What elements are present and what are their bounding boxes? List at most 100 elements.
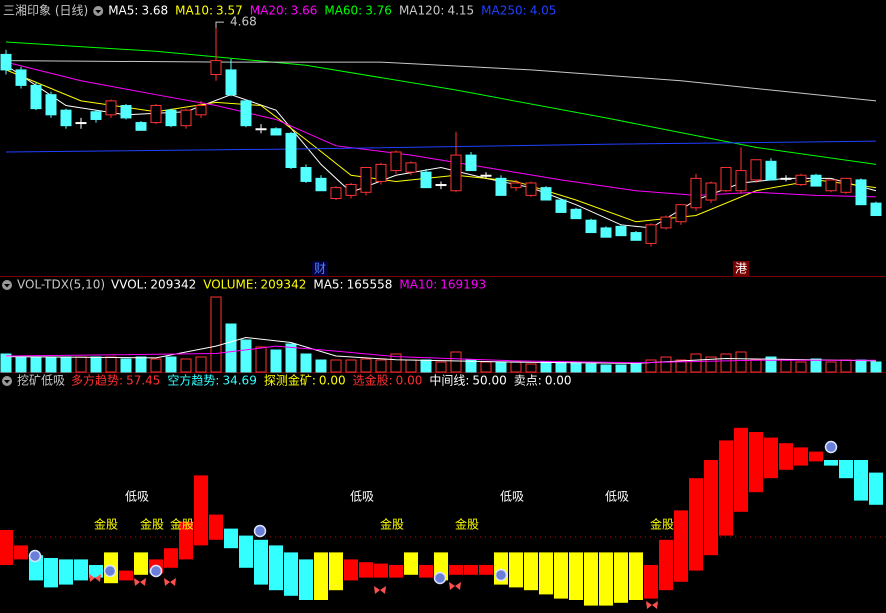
signal-label: 低吸 bbox=[500, 490, 524, 504]
candle-body bbox=[75, 122, 87, 125]
indicator-bar bbox=[89, 565, 103, 578]
volume-bar bbox=[630, 363, 642, 373]
candle-body bbox=[210, 60, 222, 76]
legend-value: 3.57 bbox=[216, 4, 243, 18]
signal-icon bbox=[28, 549, 42, 563]
indicator-bar bbox=[689, 478, 703, 571]
candle-body bbox=[240, 100, 252, 127]
indicator-bar bbox=[134, 552, 148, 575]
volume-ma-line bbox=[5, 345, 876, 364]
signal-butterfly bbox=[164, 578, 176, 586]
event-marker: 港 bbox=[735, 262, 747, 276]
volume-bar bbox=[855, 359, 867, 373]
signal-label: 低吸 bbox=[605, 490, 629, 504]
candle-body bbox=[360, 166, 372, 193]
indicator-bar bbox=[644, 565, 658, 599]
panel-menu-arrow bbox=[4, 380, 10, 384]
legend-value: 0.00 bbox=[545, 374, 572, 388]
volume-bar bbox=[405, 359, 417, 373]
indicator-bar bbox=[329, 552, 343, 591]
panel-title: 三湘印象 (日线) bbox=[3, 3, 88, 18]
legend-value: 0.00 bbox=[396, 374, 423, 388]
indicator-bar bbox=[854, 460, 868, 501]
volume-bar bbox=[105, 356, 117, 373]
signal-label: 金股 bbox=[380, 517, 404, 532]
volume-bar bbox=[255, 346, 267, 373]
indicator-bar bbox=[0, 530, 13, 565]
volume-bar bbox=[585, 363, 597, 373]
signal-butterfly bbox=[646, 601, 658, 609]
volume-bar bbox=[720, 353, 732, 373]
candle-body bbox=[330, 187, 342, 199]
volume-bar bbox=[90, 356, 102, 373]
volume-bar bbox=[180, 358, 192, 373]
indicator-bar bbox=[239, 535, 253, 568]
volume-bar bbox=[225, 323, 237, 373]
candle-body bbox=[630, 232, 642, 241]
volume-bar bbox=[75, 356, 87, 373]
legend-label: 多方趋势: bbox=[71, 373, 123, 388]
volume-bar bbox=[510, 361, 522, 373]
indicator-bar bbox=[359, 562, 373, 578]
indicator-bar bbox=[569, 552, 583, 600]
indicator-bar bbox=[449, 565, 463, 575]
candle-body bbox=[825, 179, 837, 192]
candle-body bbox=[585, 219, 597, 234]
volume-bar bbox=[360, 358, 372, 373]
candle-body bbox=[90, 111, 102, 120]
volume-bar bbox=[795, 361, 807, 373]
volume-bar bbox=[0, 353, 12, 373]
candle-body bbox=[705, 182, 717, 201]
indicator-bar bbox=[869, 472, 883, 505]
signal-label: 低吸 bbox=[125, 490, 149, 504]
panel-menu-arrow bbox=[4, 284, 10, 288]
candle-body bbox=[840, 177, 852, 193]
candle-body bbox=[285, 132, 297, 168]
legend-value: 3.66 bbox=[291, 4, 318, 18]
candle-body bbox=[435, 184, 447, 187]
signal-label: 金股 bbox=[140, 517, 164, 532]
candle-body bbox=[765, 160, 777, 181]
indicator-bar bbox=[269, 545, 283, 591]
volume-bar bbox=[345, 359, 357, 373]
legend-label: VVOL: bbox=[111, 278, 147, 292]
indicator-bar bbox=[59, 559, 73, 585]
indicator-bar bbox=[164, 548, 178, 568]
volume-bar bbox=[810, 358, 822, 373]
legend-label: 中间线: bbox=[429, 373, 469, 388]
ma-line bbox=[5, 61, 877, 198]
candle-body bbox=[525, 182, 537, 196]
signal-label: 金股 bbox=[94, 517, 118, 532]
volume-bar bbox=[735, 351, 747, 373]
legend-value: 209342 bbox=[150, 278, 196, 292]
candle-body bbox=[390, 151, 402, 172]
volume-bar bbox=[675, 359, 687, 373]
legend-label: 空方趋势: bbox=[167, 373, 219, 388]
indicator-bar bbox=[179, 521, 193, 560]
indicator-bar bbox=[299, 559, 313, 600]
legend-value: 3.76 bbox=[365, 4, 392, 18]
candle-body bbox=[675, 204, 687, 223]
ma-line bbox=[5, 60, 877, 102]
signal-label: 金股 bbox=[170, 517, 194, 532]
volume-bar bbox=[315, 359, 327, 373]
signal-butterfly bbox=[89, 574, 101, 582]
candle-body bbox=[795, 174, 807, 186]
indicator-bar bbox=[599, 552, 613, 606]
signal-butterfly bbox=[134, 578, 146, 586]
volume-bar bbox=[570, 361, 582, 373]
volume-bar bbox=[240, 339, 252, 373]
indicator-bar bbox=[74, 559, 88, 581]
signal-icon bbox=[433, 571, 447, 585]
candle-body bbox=[315, 177, 327, 192]
legend-label: 卖点: bbox=[514, 374, 542, 388]
volume-bar bbox=[600, 364, 612, 373]
indicator-bar bbox=[764, 437, 778, 479]
candle-body bbox=[405, 162, 417, 173]
panel-title: VOL-TDX(5,10) bbox=[17, 278, 105, 292]
legend-label: MA10: bbox=[175, 4, 213, 18]
signal-label: 金股 bbox=[650, 517, 674, 532]
volume-bar bbox=[420, 359, 432, 373]
